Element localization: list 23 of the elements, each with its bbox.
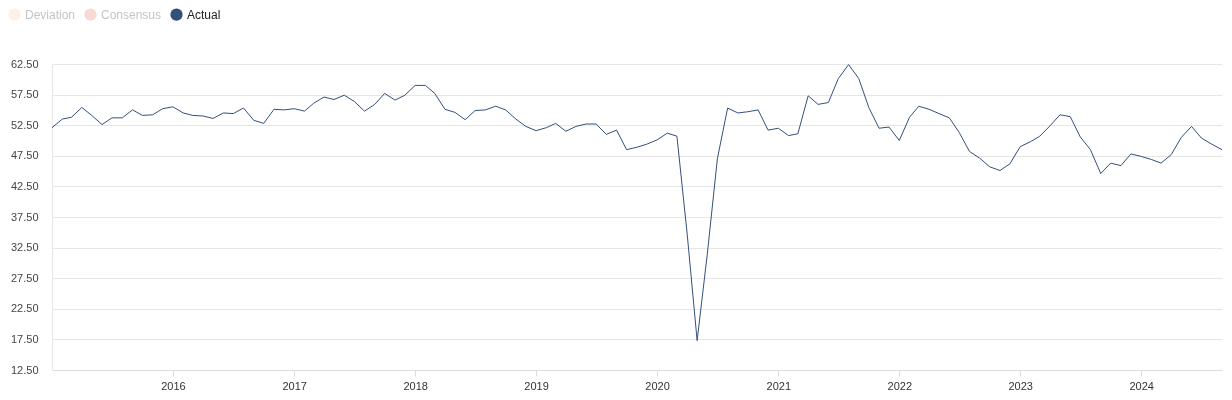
y-tick-label: 47.50 — [10, 149, 39, 162]
x-tick-label: 2016 — [161, 379, 186, 392]
y-tick-label: 12.50 — [10, 363, 39, 376]
y-tick-label: 62.50 — [10, 57, 39, 70]
y-tick-label: 57.50 — [10, 88, 39, 101]
y-tick-label: 52.50 — [10, 118, 39, 131]
y-tick-label: 27.50 — [10, 271, 39, 284]
x-tick-label: 2022 — [887, 379, 913, 392]
x-tick-label: 2024 — [1129, 379, 1154, 392]
y-tick-label: 42.50 — [10, 179, 39, 192]
y-tick-label: 17.50 — [10, 332, 39, 345]
x-tick-label: 2017 — [282, 379, 307, 392]
x-tick-label: 2018 — [403, 379, 428, 392]
y-tick-label: 22.50 — [10, 302, 39, 315]
x-tick-label: 2023 — [1008, 379, 1033, 392]
x-tick-label: 2020 — [645, 379, 670, 392]
legend-label: Consensus — [101, 7, 162, 22]
x-tick-label: 2019 — [524, 379, 549, 392]
legend-label: Deviation — [25, 7, 76, 22]
y-tick-label: 32.50 — [10, 241, 39, 254]
y-tick-label: 37.50 — [10, 210, 39, 223]
legend-label: Actual — [187, 7, 221, 22]
x-tick-label: 2021 — [766, 379, 792, 392]
